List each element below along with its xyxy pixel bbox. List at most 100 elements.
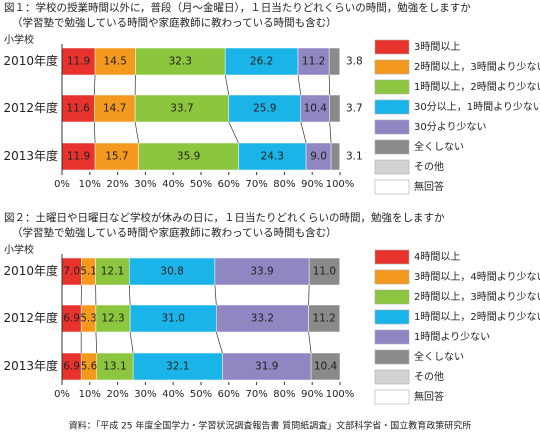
value-label: 31.0	[162, 313, 185, 325]
legend-swatch	[374, 389, 410, 405]
value-label: 6.9	[63, 313, 80, 325]
legend-swatch	[374, 309, 410, 325]
bar-segment	[330, 142, 340, 171]
bar-segment	[329, 94, 341, 123]
x-tick-label: 80%	[273, 179, 295, 190]
connector	[300, 121, 307, 144]
legend-label: 3時間以上	[414, 41, 460, 53]
bar-segment	[95, 257, 130, 286]
value-label: 10.4	[314, 361, 338, 373]
bar-segment	[328, 47, 340, 76]
connector	[328, 74, 331, 96]
legend-label: 全くしない	[414, 350, 464, 363]
value-label: 33.9	[250, 266, 273, 278]
legend-swatch	[374, 139, 410, 155]
bar-segment	[135, 47, 226, 76]
value-label: 25.9	[253, 103, 276, 115]
legend-label: 無回答	[414, 180, 444, 193]
x-tick-label: 40%	[162, 389, 184, 400]
legend-label: 3時間以上，4時間より少ない	[414, 271, 540, 283]
x-tick-label: 30%	[134, 179, 156, 190]
bar-segment	[308, 304, 340, 333]
connector	[224, 74, 230, 96]
x-tick-label: 20%	[106, 389, 128, 400]
category-label: 2010年度	[3, 53, 58, 68]
legend-label: 1時間以上，2時間より少ない	[414, 311, 540, 323]
y-axis-label: 小学校	[4, 33, 34, 46]
category-label: 2013年度	[3, 358, 58, 373]
bar-segment	[96, 352, 134, 381]
connector	[93, 74, 96, 96]
x-tick-label: 90%	[301, 179, 323, 190]
value-label: 32.1	[166, 361, 189, 373]
value-label: 11.0	[313, 266, 336, 278]
connector	[308, 331, 312, 354]
legend-swatch	[374, 369, 410, 385]
x-tick-label: 100%	[326, 179, 355, 190]
legend-label: 4時間以上	[414, 251, 460, 263]
x-tick-label: 90%	[301, 389, 323, 400]
source: 資料：「平成 25 年度全国学力・学習状況調査報告書 質問紙調査」文部科学省・国…	[69, 420, 472, 432]
bar-segment	[297, 47, 330, 76]
x-tick-label: 70%	[245, 389, 267, 400]
legend-swatch	[374, 249, 410, 265]
category-label: 2012年度	[3, 100, 58, 115]
bar-segment	[224, 47, 299, 76]
x-tick-label: 50%	[190, 389, 212, 400]
x-tick-label: 50%	[190, 179, 212, 190]
connector	[329, 121, 332, 144]
value-label: 15.7	[105, 151, 128, 163]
connector	[215, 331, 223, 354]
legend-swatch	[374, 349, 410, 365]
x-tick-label: 0%	[54, 389, 70, 400]
legend-swatch	[374, 329, 410, 345]
legend-label: 全くしない	[414, 140, 464, 153]
x-tick-label: 80%	[273, 389, 295, 400]
legend-swatch	[374, 289, 410, 305]
bar-segment	[310, 352, 341, 381]
legend-label: その他	[414, 160, 444, 173]
value-label: 13.1	[103, 361, 126, 373]
value-label: 5.3	[80, 313, 97, 325]
connector	[129, 331, 134, 354]
x-tick-label: 70%	[245, 179, 267, 190]
value-label: 5.1	[80, 266, 97, 278]
value-label: 31.9	[255, 361, 278, 373]
chart-subtitle: （学習塾で勉強している時間や家庭教師に教わっている時間も含む）	[12, 226, 337, 239]
value-label: 11.9	[67, 56, 90, 68]
legend-label: 無回答	[414, 390, 444, 403]
value-label: 11.6	[66, 103, 90, 115]
value-label: 3.8	[346, 56, 363, 68]
bar-segment	[222, 352, 312, 381]
legend-swatch	[374, 159, 410, 175]
legend-swatch	[374, 79, 410, 95]
value-label: 11.2	[302, 56, 325, 68]
value-label: 9.0	[310, 151, 327, 163]
legend-label: 1時間以上，2時間より少ない	[414, 81, 540, 93]
bar-segment	[94, 142, 139, 171]
bar-segment	[300, 94, 330, 123]
bar-segment	[132, 352, 223, 381]
value-label: 10.4	[304, 103, 328, 115]
x-tick-label: 10%	[79, 179, 101, 190]
bar-segment	[61, 47, 96, 76]
legend-swatch	[374, 39, 410, 55]
legend-label: 1時間より少ない	[414, 331, 490, 343]
legend-label: 30分以上，1時間より少ない	[414, 101, 540, 113]
connector	[128, 284, 131, 306]
value-label: 12.1	[101, 266, 124, 278]
bar-segment	[238, 142, 307, 171]
bar-segment	[93, 94, 136, 123]
value-label: 33.7	[170, 103, 193, 115]
connector	[297, 74, 302, 96]
category-label: 2010年度	[3, 263, 58, 278]
value-label: 3.7	[346, 103, 363, 115]
x-tick-label: 30%	[134, 389, 156, 400]
bar-segment	[134, 94, 230, 123]
value-label: 32.3	[169, 56, 192, 68]
category-label: 2012年度	[3, 310, 58, 325]
legend-swatch	[374, 269, 410, 285]
x-tick-label: 100%	[326, 389, 355, 400]
value-label: 11.2	[312, 313, 335, 325]
